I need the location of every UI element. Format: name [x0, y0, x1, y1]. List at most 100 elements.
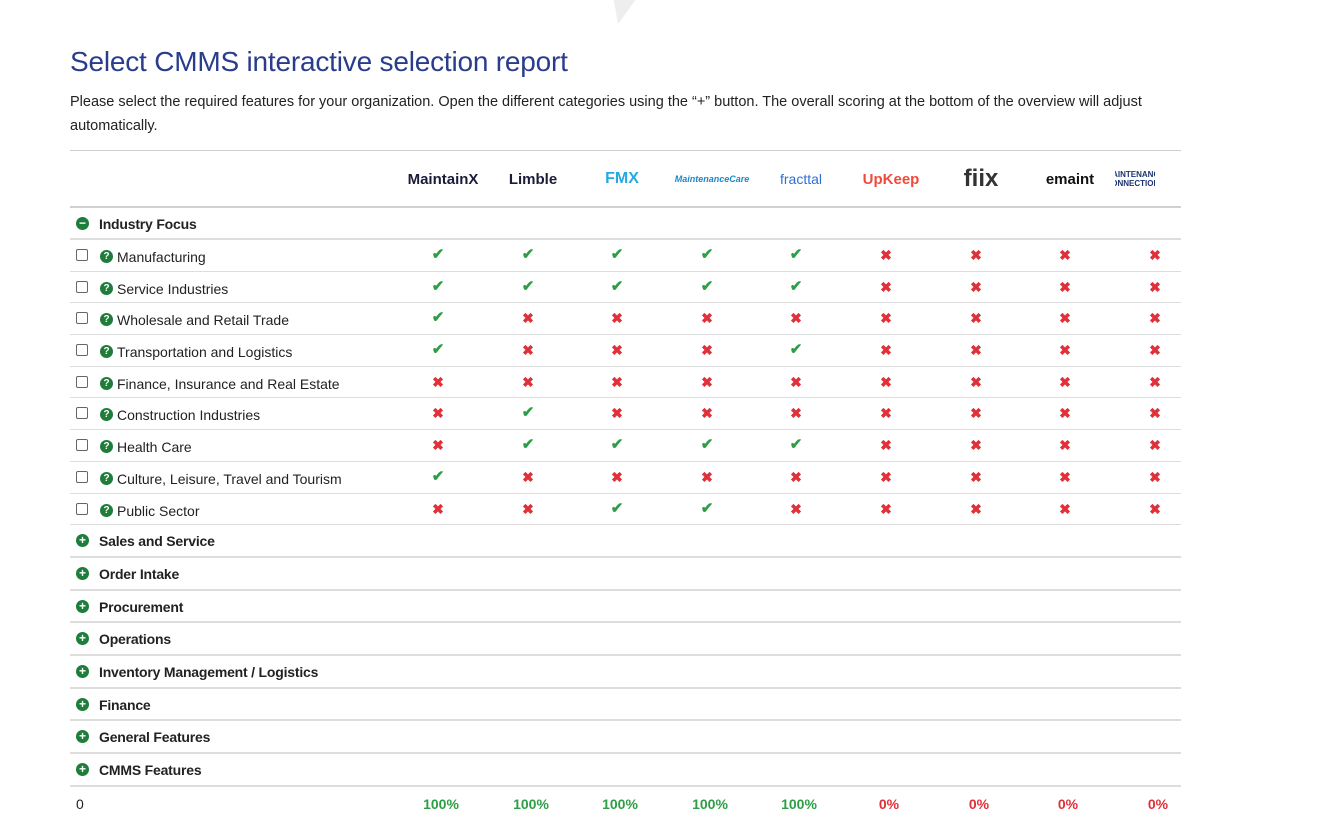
feature-label: Wholesale and Retail Trade — [117, 312, 289, 329]
feature-checkbox[interactable] — [76, 439, 88, 452]
feature-label: Manufacturing — [117, 249, 206, 265]
cross-icon: ✖ — [1059, 405, 1071, 422]
cross-icon: ✖ — [1059, 310, 1071, 327]
check-icon: ✔ — [431, 467, 445, 485]
vendor-score: 100% — [602, 795, 638, 812]
category-label: Order Intake — [99, 565, 180, 582]
cross-icon: ✖ — [1059, 278, 1071, 295]
help-icon[interactable]: ? — [100, 471, 113, 485]
cross-icon: ✖ — [432, 405, 444, 422]
help-icon[interactable]: ? — [100, 313, 113, 327]
vendor-logo-text: MaintainX — [407, 170, 479, 188]
cross-icon: ✖ — [1149, 373, 1161, 390]
vendor-logo-text: fiix — [963, 165, 999, 192]
cross-icon: ✖ — [880, 405, 892, 422]
help-icon[interactable]: ? — [100, 408, 113, 422]
category-industry-focus[interactable]: − Industry Focus — [70, 208, 1181, 240]
feature-list: ? Manufacturing ✔ ✔ ✔ ✔ ✔ ✖ ✖ ✖ ✖? Service Industri… — [70, 240, 1181, 526]
vendor-logo-emaint: emaint — [1025, 151, 1115, 207]
vendor-logo-maintenance-connection: MAINTENANCE CONNECTION — [1115, 151, 1155, 207]
plus-circle-icon[interactable]: + — [76, 599, 89, 613]
cross-icon: ✖ — [970, 247, 982, 263]
cross-icon: ✖ — [1059, 500, 1071, 517]
plus-circle-icon[interactable]: + — [76, 763, 89, 776]
cross-icon: ✖ — [611, 373, 623, 390]
cross-icon: ✖ — [1149, 500, 1161, 517]
feature-checkbox[interactable] — [76, 249, 88, 261]
check-icon: ✔ — [431, 309, 445, 327]
help-icon[interactable]: ? — [100, 440, 113, 454]
help-icon[interactable]: ? — [100, 250, 113, 263]
vendor-logo-text: fracttal — [779, 171, 822, 187]
category-row[interactable]: + CMMS Features — [70, 754, 1181, 787]
cross-icon: ✖ — [522, 342, 534, 359]
category-row[interactable]: + Operations — [70, 623, 1181, 656]
cross-icon: ✖ — [1059, 437, 1071, 454]
plus-circle-icon[interactable]: + — [76, 534, 89, 548]
cross-icon: ✖ — [970, 278, 982, 295]
plus-circle-icon[interactable]: + — [76, 664, 89, 678]
vendor-logo-fiix: fiix — [936, 151, 1026, 207]
plus-circle-icon[interactable]: + — [76, 632, 89, 646]
category-row[interactable]: + Inventory Management / Logistics — [70, 656, 1181, 689]
plus-circle-icon[interactable]: + — [76, 730, 89, 744]
plus-circle-icon[interactable]: + — [76, 697, 89, 711]
feature-checkbox[interactable] — [76, 502, 88, 515]
vendor-logo-maintainx: MaintainX — [398, 151, 488, 207]
feature-row: ? Manufacturing ✔ ✔ ✔ ✔ ✔ ✖ ✖ ✖ ✖ — [70, 240, 1181, 272]
vendor-score: 100% — [781, 795, 817, 812]
cross-icon: ✖ — [701, 405, 713, 422]
cross-icon: ✖ — [1149, 342, 1161, 359]
category-row[interactable]: + Order Intake — [70, 558, 1181, 591]
cross-icon: ✖ — [880, 500, 892, 517]
help-icon[interactable]: ? — [100, 281, 113, 295]
cross-icon: ✖ — [790, 500, 802, 517]
feature-label: Health Care — [117, 439, 192, 456]
feature-checkbox[interactable] — [76, 312, 88, 325]
selected-count: 0 — [76, 795, 84, 812]
cross-icon: ✖ — [880, 437, 892, 454]
feature-row: ? Service Industries ✔ ✔ ✔ ✔ ✔ ✖ ✖ ✖ ✖ — [70, 272, 1181, 304]
vendor-logo-text: Limble — [508, 170, 558, 188]
decorative-shape — [598, 0, 650, 24]
help-icon[interactable]: ? — [100, 345, 113, 359]
vendor-score: 0% — [878, 795, 900, 812]
minus-circle-icon[interactable]: − — [76, 217, 89, 230]
cross-icon: ✖ — [701, 310, 713, 327]
category-row[interactable]: + Finance — [70, 689, 1181, 722]
cross-icon: ✖ — [1059, 342, 1071, 359]
feature-checkbox[interactable] — [76, 375, 88, 388]
category-row[interactable]: + Sales and Service — [70, 525, 1181, 558]
check-icon: ✔ — [431, 246, 445, 263]
category-row[interactable]: + General Features — [70, 721, 1181, 754]
category-row[interactable]: + Procurement — [70, 591, 1181, 624]
cross-icon: ✖ — [970, 468, 982, 485]
cross-icon: ✖ — [790, 468, 802, 485]
cross-icon: ✖ — [970, 373, 982, 390]
score-row: 0 100% 100% 100% 100% 100% 0% 0% 0% 0% — [70, 787, 1181, 821]
feature-checkbox[interactable] — [76, 344, 88, 357]
help-icon[interactable]: ? — [100, 503, 113, 517]
feature-checkbox[interactable] — [76, 407, 88, 420]
check-icon: ✔ — [610, 499, 624, 517]
plus-circle-icon[interactable]: + — [76, 566, 89, 580]
feature-label: Public Sector — [117, 502, 200, 519]
feature-row: ? Culture, Leisure, Travel and Tourism ✔ ✖ ✖… — [70, 462, 1181, 494]
cross-icon: ✖ — [880, 342, 892, 359]
cross-icon: ✖ — [1149, 405, 1161, 422]
category-label: Operations — [99, 631, 171, 648]
help-icon[interactable]: ? — [100, 376, 113, 390]
feature-checkbox[interactable] — [76, 280, 88, 293]
category-label: General Features — [99, 729, 211, 746]
check-icon: ✔ — [789, 277, 803, 295]
cross-icon: ✖ — [790, 373, 802, 390]
check-icon: ✔ — [700, 499, 714, 517]
check-icon: ✔ — [700, 436, 714, 454]
check-icon: ✔ — [700, 246, 714, 263]
cross-icon: ✖ — [432, 437, 444, 454]
cross-icon: ✖ — [522, 500, 534, 517]
vendor-logo-fmx: FMX — [577, 151, 667, 207]
cross-icon: ✖ — [970, 310, 982, 327]
feature-checkbox[interactable] — [76, 470, 88, 483]
feature-row: ? Construction Industries ✖ ✔ ✖ ✖ ✖ ✖ ✖ ✖ ✖ — [70, 398, 1181, 431]
